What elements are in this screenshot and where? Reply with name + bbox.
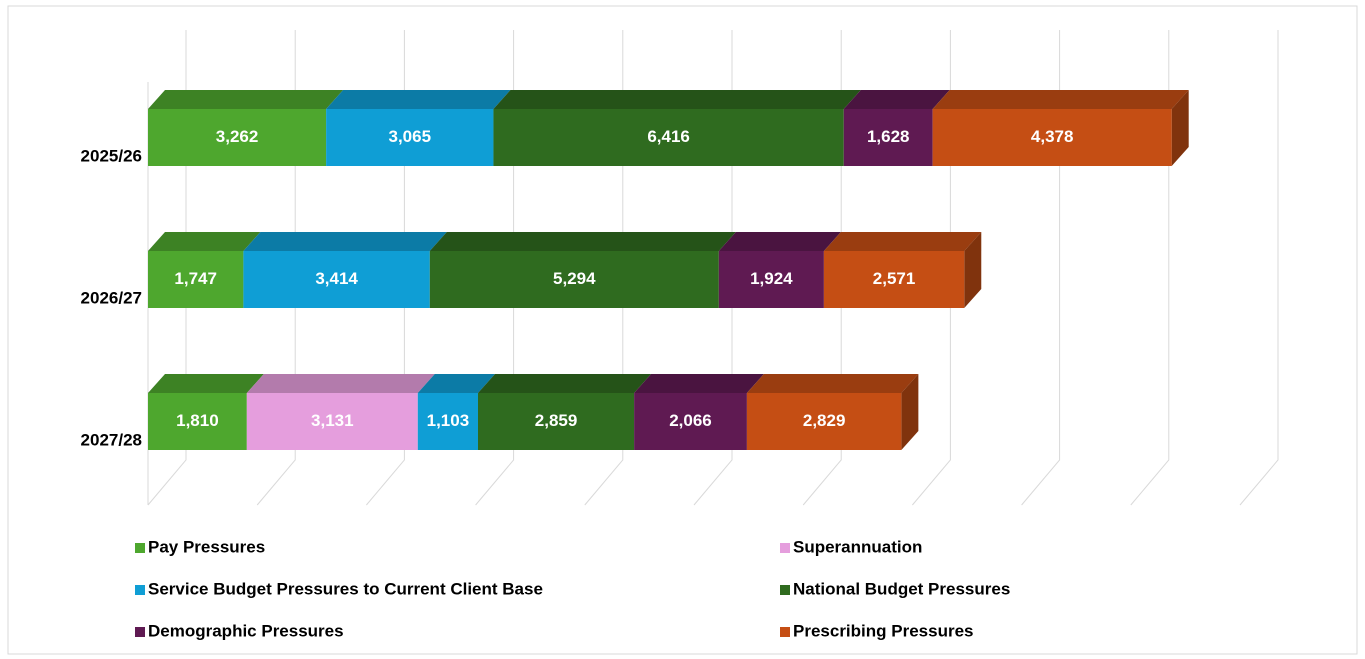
- bar: [823, 251, 965, 308]
- grid-line: [1239, 30, 1279, 506]
- bar-top: [493, 90, 861, 109]
- legend-label: Pay Pressures: [148, 537, 265, 556]
- value-label: 1,103: [427, 411, 470, 430]
- bar: [246, 393, 418, 450]
- bar: [148, 251, 244, 308]
- bar: [326, 109, 494, 166]
- bar-top: [932, 90, 1189, 109]
- bar: [148, 109, 327, 166]
- grid-line: [1021, 30, 1061, 506]
- value-label: 4,378: [1031, 127, 1074, 146]
- bar-top: [718, 232, 841, 251]
- legend-label: National Budget Pressures: [793, 579, 1010, 598]
- bar-side: [964, 232, 982, 308]
- legend-swatch: [135, 543, 145, 553]
- bar-top: [326, 90, 511, 109]
- value-label: 1,628: [867, 127, 910, 146]
- legend-swatch: [780, 627, 790, 637]
- bar-top: [148, 232, 261, 251]
- legend-swatch: [780, 585, 790, 595]
- bar: [634, 393, 747, 450]
- bar-top: [429, 232, 736, 251]
- bar: [429, 251, 719, 308]
- bar: [243, 251, 430, 308]
- bar: [493, 109, 844, 166]
- bar-top: [634, 374, 764, 393]
- legend-swatch: [135, 585, 145, 595]
- bar-top: [417, 374, 496, 393]
- bar-top: [148, 374, 264, 393]
- value-label: 3,414: [315, 269, 358, 288]
- grid-line: [584, 30, 624, 506]
- legend-label: Demographic Pressures: [148, 621, 344, 640]
- legend-label: Superannuation: [793, 537, 922, 556]
- value-label: 2,571: [873, 269, 916, 288]
- grid-line: [475, 30, 515, 506]
- value-label: 2,859: [535, 411, 578, 430]
- grid-line: [693, 30, 733, 506]
- category-label: 2025/26: [81, 146, 142, 165]
- value-label: 1,924: [750, 269, 793, 288]
- bar: [417, 393, 479, 450]
- bar-top: [746, 374, 919, 393]
- bar: [746, 393, 902, 450]
- bar-top: [843, 90, 950, 109]
- grid-line: [1130, 30, 1170, 506]
- category-label: 2027/28: [81, 430, 142, 449]
- legend-label: Service Budget Pressures to Current Clie…: [148, 579, 543, 598]
- bar: [718, 251, 824, 308]
- value-label: 2,829: [803, 411, 846, 430]
- bar-top: [478, 374, 652, 393]
- legend-swatch: [780, 543, 790, 553]
- bar: [932, 109, 1172, 166]
- bar-top: [243, 232, 447, 251]
- bar: [478, 393, 635, 450]
- bar-side: [1171, 90, 1189, 166]
- value-label: 3,262: [216, 127, 259, 146]
- bar-top: [823, 232, 982, 251]
- grid-line: [366, 30, 405, 506]
- value-label: 1,747: [174, 269, 217, 288]
- value-label: 2,066: [669, 411, 712, 430]
- value-label: 5,294: [553, 269, 596, 288]
- bar-top: [246, 374, 435, 393]
- bar: [148, 393, 247, 450]
- bar-side: [901, 374, 919, 450]
- value-label: 6,416: [647, 127, 690, 146]
- value-label: 3,131: [311, 411, 354, 430]
- bar-top: [148, 90, 344, 109]
- bar: [843, 109, 933, 166]
- legend-label: Prescribing Pressures: [793, 621, 973, 640]
- legend-swatch: [135, 627, 145, 637]
- grid-line: [256, 30, 296, 506]
- grid-line: [802, 30, 842, 506]
- value-label: 1,810: [176, 411, 219, 430]
- value-label: 3,065: [389, 127, 432, 146]
- grid-line: [912, 30, 951, 506]
- grid-line: [147, 30, 187, 506]
- category-label: 2026/27: [81, 288, 142, 307]
